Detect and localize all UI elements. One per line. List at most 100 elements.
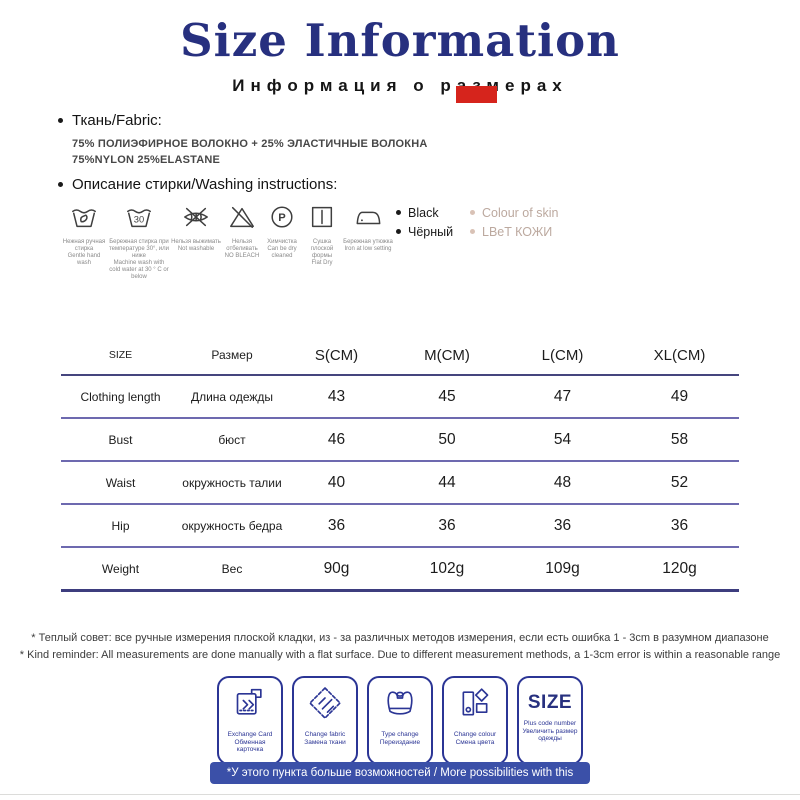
col-header-size: SIZE	[61, 336, 180, 376]
service-type-change: Type change Переиздание	[367, 676, 433, 765]
service-label-ru: Переиздание	[379, 738, 421, 746]
red-badge	[456, 86, 497, 103]
value-m: 36	[389, 504, 505, 548]
value-s: 90g	[284, 547, 389, 592]
service-label-ru: Обменная карточка	[234, 738, 266, 754]
exchange-card-icon	[230, 683, 270, 728]
value-xl: 120g	[620, 547, 739, 592]
value-m: 44	[389, 461, 505, 505]
black-swatch	[396, 210, 401, 215]
do-not-bleach-icon	[227, 203, 257, 236]
service-label-en: Change fabric	[304, 731, 346, 738]
row-label-en: Bust	[61, 418, 180, 462]
service-change-colour: Change colour Смена цвета	[442, 676, 508, 765]
iron-low-icon	[353, 203, 383, 236]
reminder-ru: * Теплый совет: все ручные измерения пло…	[31, 632, 769, 644]
value-s: 46	[284, 418, 389, 462]
page-header: Size Information Информация о размерах	[0, 14, 800, 96]
care-symbol: Нельзя выжимать Not washable	[170, 203, 222, 253]
care-caption-ru: Сушка плоской формы	[310, 239, 334, 259]
table-row: Hip окружность бедра 36 36 36 36	[61, 504, 739, 548]
value-m: 102g	[389, 547, 505, 592]
care-caption-en: NO BLEACH	[224, 253, 260, 259]
bullet-dot	[58, 118, 63, 123]
value-m: 50	[389, 418, 505, 462]
dry-clean-icon: P	[267, 203, 297, 236]
do-not-wring-icon	[181, 203, 211, 236]
col-header-s: S(CM)	[284, 336, 389, 376]
fabric-composition-en: 75%NYLON 25%ELASTANE	[72, 154, 221, 166]
care-caption-en: Gentle hand wash	[67, 253, 101, 266]
value-xl: 52	[620, 461, 739, 505]
washing-label: Описание стирки/Washing instructions:	[72, 176, 338, 193]
fabric-composition-ru: 75% ПОЛИЭФИРНОЕ ВОЛОКНО + 25% ЭЛАСТИЧНЫЕ…	[72, 138, 428, 150]
service-label-en: Plus code number	[523, 720, 577, 727]
change-colour-icon	[455, 683, 495, 728]
col-header-xl: XL(CM)	[620, 336, 739, 376]
reminder-en: * Kind reminder: All measurements are do…	[19, 648, 781, 661]
service-label-ru: Замена ткани	[304, 738, 346, 746]
fabric-label: Ткань/Fabric:	[72, 112, 162, 129]
care-caption-en: Can be dry cleaned	[267, 246, 297, 259]
fabric-section: Ткань/Fabric: 75% ПОЛИЭФИРНОЕ ВОЛОКНО + …	[58, 112, 428, 168]
row-label-en: Weight	[61, 547, 180, 592]
value-s: 40	[284, 461, 389, 505]
care-symbol: Бережная утюжка Iron at low setting	[342, 203, 394, 253]
skin-swatch	[470, 210, 475, 215]
flat-dry-icon	[307, 203, 337, 236]
care-caption-ru: Бережная стирка при температуре 30°, или…	[109, 239, 169, 259]
care-caption-en: Iron at low setting	[344, 246, 392, 252]
care-caption-ru: Химчистка	[267, 239, 297, 245]
value-l: 48	[505, 461, 620, 505]
size-wordmark: SIZE	[527, 692, 573, 713]
value-l: 47	[505, 375, 620, 419]
skin-swatch	[470, 229, 475, 234]
washing-icons-row: Нежная ручная стирка Gentle hand wash 30…	[60, 203, 394, 281]
care-caption-en: Machine wash with cold water at 30 ° C o…	[109, 260, 169, 280]
size-table: SIZE Размер S(CM) M(CM) L(CM) XL(CM) Clo…	[61, 336, 739, 592]
service-label-en: Change colour	[453, 731, 497, 738]
value-xl: 49	[620, 375, 739, 419]
service-exchange-card: Exchange Card Обменная карточка	[217, 676, 283, 765]
service-plus-size: SIZE Plus code number Увеличить размер о…	[517, 676, 583, 765]
row-label-en: Hip	[61, 504, 180, 548]
black-swatch	[396, 229, 401, 234]
value-s: 36	[284, 504, 389, 548]
row-label-ru: бюст	[180, 418, 284, 462]
col-header-razmer: Размер	[180, 336, 284, 376]
svg-text:P: P	[278, 212, 286, 224]
size-table-header-row: SIZE Размер S(CM) M(CM) L(CM) XL(CM)	[61, 336, 739, 376]
care-symbol: Нежная ручная стирка Gentle hand wash	[60, 203, 108, 267]
value-l: 109g	[505, 547, 620, 592]
care-caption-ru: Бережная утюжка	[343, 239, 393, 245]
colour-label: LBeT КОЖИ	[482, 224, 553, 239]
service-change-fabric: Change fabric Замена ткани	[292, 676, 358, 765]
value-l: 36	[505, 504, 620, 548]
row-label-ru: Вес	[180, 547, 284, 592]
table-row: Clothing length Длина одежды 43 45 47 49	[61, 375, 739, 419]
footer: *У этого пункта больше возможностей / Mo…	[0, 762, 800, 784]
value-s: 43	[284, 375, 389, 419]
row-label-ru: Длина одежды	[180, 375, 284, 419]
value-m: 45	[389, 375, 505, 419]
care-symbol: Сушка плоской формы Flat Dry	[302, 203, 342, 267]
table-row: Waist окружность талии 40 44 48 52	[61, 461, 739, 505]
service-label-en: Exchange Card	[227, 731, 273, 738]
bullet-dot	[58, 182, 63, 187]
row-label-en: Clothing length	[61, 375, 180, 419]
bottom-divider	[0, 794, 800, 795]
washing-section: Описание стирки/Washing instructions: Не…	[58, 176, 394, 281]
page-subtitle: Информация о размерах	[232, 76, 568, 95]
col-header-l: L(CM)	[505, 336, 620, 376]
change-fabric-icon	[305, 683, 345, 728]
footer-note: *У этого пункта больше возможностей / Mo…	[209, 762, 591, 784]
type-change-icon	[380, 683, 420, 728]
colour-label: Black	[408, 205, 439, 220]
value-xl: 36	[620, 504, 739, 548]
row-label-en: Waist	[61, 461, 180, 505]
care-caption-en: Flat Dry	[311, 260, 333, 266]
page-title: Size Information	[180, 14, 620, 67]
service-options-row: Exchange Card Обменная карточка Change f…	[0, 676, 800, 765]
service-label-ru: Увеличить размер одежды	[522, 727, 578, 743]
